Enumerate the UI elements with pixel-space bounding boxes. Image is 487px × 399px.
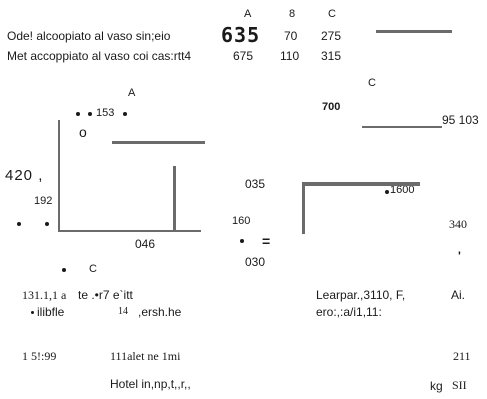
mid-equals: = (262, 233, 271, 249)
mid-value-035: 035 (245, 177, 266, 191)
row1-value-c: 275 (321, 29, 342, 43)
mid-value-030: 030 (245, 255, 266, 269)
bottom-row2-right: ero:,:a/i1,11: (316, 305, 382, 319)
bottom-row3-right: 211 (453, 349, 471, 363)
left-big-value: 420 , (5, 167, 44, 184)
right-value-95-103: 95 103 (442, 113, 479, 127)
left-inner-bar (173, 166, 176, 230)
row2-value-c: 315 (321, 49, 342, 63)
mid-dot (240, 239, 244, 243)
right-value-1600: 1600 (390, 184, 415, 196)
row2-label: Met accoppiato al vaso coi cas:rtt4 (7, 49, 192, 63)
bottom-row3-left: 1 5!:99 (22, 349, 57, 363)
row1-value-a: 635 (221, 23, 261, 47)
left-dot-5 (45, 222, 49, 226)
left-dot-4 (17, 222, 21, 226)
row2-value-a: 675 (233, 49, 254, 63)
left-axis-value: 046 (135, 237, 156, 251)
left-value-192: 192 (34, 195, 53, 207)
right-dot (385, 190, 389, 194)
bottom-row1-right: Learpar.,3110, F, (316, 288, 406, 302)
left-dot-3 (123, 112, 127, 116)
left-dot-2 (88, 112, 92, 116)
col-header-c: C (328, 8, 336, 20)
right-main-bar (302, 182, 420, 186)
left-o-mark: o (79, 124, 87, 140)
left-dots-label: 153 (96, 107, 115, 119)
bottom-row4-right: kg (430, 379, 443, 393)
row1-value-b: 70 (284, 29, 298, 43)
left-axis-vertical (58, 120, 60, 232)
bottom-row2-dot (31, 311, 34, 314)
bottom-row2-left: ilibfle (37, 305, 65, 319)
bottom-row4-mid: Hotel in,np,t,,r,, (110, 377, 191, 391)
mid-value-160: 160 (232, 215, 251, 227)
left-dot-1 (76, 112, 80, 116)
bottom-row1-mid: te .•r7 e`itt (78, 288, 133, 302)
left-dot-6 (62, 268, 66, 272)
right-tick-mark: ' (458, 249, 461, 263)
bottom-row2-mid: ,ersh.he (138, 305, 182, 319)
right-value-700: 700 (322, 101, 341, 113)
bottom-row3-mid: 111alet ne 1mi (110, 349, 181, 363)
col-header-a: A (244, 8, 252, 20)
right-top-bar (362, 126, 442, 128)
left-bottom-c: C (89, 263, 97, 275)
col-header-b: 8 (289, 8, 296, 20)
left-panel-header: A (128, 87, 136, 99)
bottom-row2-mid-num: 14 (118, 306, 128, 317)
left-top-bar (112, 141, 205, 144)
bottom-row4-right2: SII (452, 378, 467, 392)
bottom-row1-right2: Ai. (451, 288, 466, 302)
right-panel-header: C (368, 77, 376, 89)
right-vertical-bar (302, 182, 305, 234)
right-value-340: 340 (449, 217, 467, 231)
left-axis-horizontal (58, 230, 201, 232)
bottom-row1-left: 131.1,1 a (22, 288, 67, 302)
row2-value-b: 110 (280, 49, 300, 63)
row1-label: Ode! alcoopiato al vaso sin;eio (7, 29, 171, 43)
row1-bar (376, 30, 452, 33)
